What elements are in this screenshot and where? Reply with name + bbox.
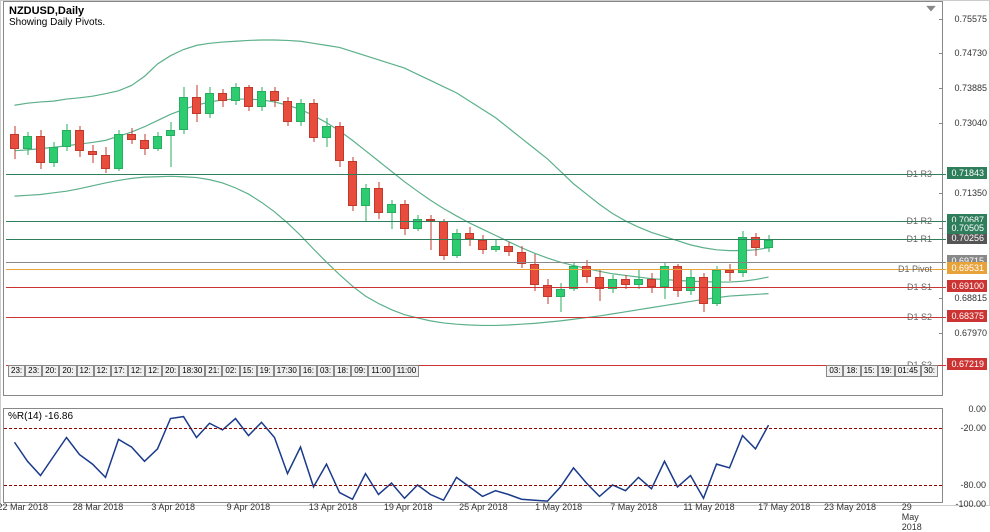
price-tag: 0.69531 bbox=[947, 262, 987, 274]
pivot-label: D1 S1 bbox=[907, 282, 932, 292]
indicator-title: %R(14) -16.86 bbox=[8, 411, 73, 422]
date-label: 13 Apr 2018 bbox=[309, 502, 358, 512]
williams-r-panel[interactable]: %R(14) -16.86 22 Mar 201828 Mar 20183 Ap… bbox=[3, 408, 943, 503]
price-tag: 0.70505 bbox=[947, 222, 987, 234]
bollinger-bands bbox=[4, 2, 944, 382]
price-tag: 0.68375 bbox=[947, 310, 987, 322]
date-axis: 22 Mar 201828 Mar 20183 Apr 20189 Apr 20… bbox=[4, 502, 944, 516]
chart-container: NZDUSD,Daily Showing Daily Pivots. D1 R3… bbox=[1, 1, 989, 505]
price-tag: 0.70256 bbox=[947, 232, 987, 244]
price-chart[interactable]: D1 R3D1 R2D1 R1D1 PivotD1 S1D1 S2D1 S3 2… bbox=[3, 1, 943, 396]
price-axis-label: 0.75575 bbox=[954, 14, 987, 24]
price-tag: 0.67219 bbox=[947, 358, 987, 370]
date-label: 29 May 2018 bbox=[902, 502, 930, 532]
title-area: NZDUSD,Daily Showing Daily Pivots. bbox=[9, 5, 105, 28]
date-label: 7 May 2018 bbox=[610, 502, 657, 512]
date-label: 28 Mar 2018 bbox=[73, 502, 124, 512]
time-box: 30: bbox=[921, 365, 938, 377]
indicator-axis-label: -20.00 bbox=[960, 423, 986, 433]
chart-title: NZDUSD,Daily bbox=[9, 5, 105, 17]
date-label: 1 May 2018 bbox=[535, 502, 582, 512]
pivot-label: D1 R2 bbox=[906, 216, 932, 226]
date-label: 17 May 2018 bbox=[758, 502, 810, 512]
indicator-axis-label: -100.00 bbox=[955, 499, 986, 509]
date-label: 22 Mar 2018 bbox=[0, 502, 48, 512]
price-axis-label: 0.73040 bbox=[954, 118, 987, 128]
pivot-label: D1 R3 bbox=[906, 169, 932, 179]
time-box: 01:45 bbox=[895, 365, 921, 377]
time-box: 18: bbox=[843, 365, 860, 377]
price-axis-label: 0.68815 bbox=[954, 293, 987, 303]
time-labels-right: 03:18:15:19:01:4530: bbox=[0, 365, 938, 379]
pivot-label: D1 Pivot bbox=[898, 264, 932, 274]
date-label: 25 Apr 2018 bbox=[459, 502, 508, 512]
date-label: 3 Apr 2018 bbox=[151, 502, 195, 512]
price-axis-label: 0.73885 bbox=[954, 83, 987, 93]
indicator-line bbox=[4, 409, 944, 504]
time-box: 03: bbox=[826, 365, 843, 377]
date-label: 9 Apr 2018 bbox=[227, 502, 271, 512]
time-box: 15: bbox=[861, 365, 878, 377]
pivot-label: D1 S2 bbox=[907, 312, 932, 322]
price-axis: 0.75575 0.74730 0.73885 0.73040 0.71350 0.705… bbox=[943, 1, 989, 396]
price-tag: 0.69100 bbox=[947, 280, 987, 292]
date-label: 11 May 2018 bbox=[683, 502, 734, 512]
chart-subtitle: Showing Daily Pivots. bbox=[9, 17, 105, 28]
price-axis-label: 0.67970 bbox=[954, 328, 987, 338]
pivot-label: D1 R1 bbox=[906, 234, 932, 244]
price-tag: 0.71843 bbox=[947, 167, 987, 179]
indicator-axis-label: 0.00 bbox=[968, 404, 986, 414]
price-axis-label: 0.74730 bbox=[954, 48, 987, 58]
indicator-axis-label: -80.00 bbox=[960, 480, 986, 490]
price-axis-label: 0.71350 bbox=[954, 188, 987, 198]
time-box: 19: bbox=[878, 365, 895, 377]
date-label: 23 May 2018 bbox=[824, 502, 876, 512]
date-label: 19 Apr 2018 bbox=[384, 502, 433, 512]
